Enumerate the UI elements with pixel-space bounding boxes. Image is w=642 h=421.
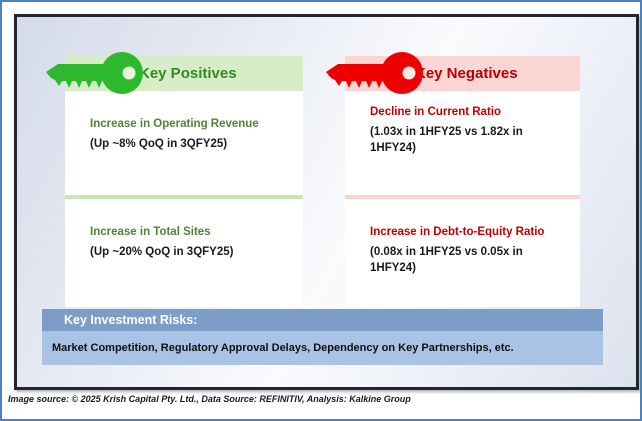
positive-item-title: Increase in Total Sites	[90, 226, 211, 238]
negatives-section: Key Negatives Decline in Current Ratio (…	[345, 56, 580, 307]
key-icon-negative	[326, 52, 423, 94]
negatives-divider	[345, 195, 580, 199]
negative-item-detail: (0.08x in 1HFY25 vs 0.05x in 1HFY24)	[370, 245, 523, 275]
risks-text: Market Competition, Regulatory Approval …	[52, 342, 514, 354]
risks-heading: Key Investment Risks:	[64, 313, 198, 327]
positive-item-card: Increase in Total Sites (Up ~20% QoQ in …	[65, 199, 303, 307]
negative-item-detail: (1.03x in 1HFY25 vs 1.82x in 1HFY24)	[370, 125, 523, 155]
key-icon-positive	[46, 52, 143, 94]
risks-section: Key Investment Risks: Market Competition…	[42, 309, 603, 365]
positive-item-title: Increase in Operating Revenue	[90, 118, 259, 130]
negative-item-card: Increase in Debt-to-Equity Ratio (0.08x …	[345, 199, 580, 307]
positives-divider	[65, 195, 303, 199]
positive-item-detail: (Up ~8% QoQ in 3QFY25)	[90, 137, 228, 150]
risks-body: Market Competition, Regulatory Approval …	[42, 331, 603, 365]
negatives-heading: Key Negatives	[415, 65, 518, 82]
negative-item-title: Decline in Current Ratio	[370, 106, 501, 118]
infographic-board: Key Positives Increase in Operating Reve…	[14, 14, 639, 390]
positives-section: Key Positives Increase in Operating Reve…	[65, 56, 303, 307]
risks-header: Key Investment Risks:	[42, 309, 603, 331]
positive-item-card: Increase in Operating Revenue (Up ~8% Qo…	[65, 91, 303, 195]
positive-item-detail: (Up ~20% QoQ in 3QFY25)	[90, 245, 234, 258]
source-credit: Image source: © 2025 Krish Capital Pty. …	[8, 394, 411, 404]
negative-item-title: Increase in Debt-to-Equity Ratio	[370, 226, 545, 238]
negative-item-card: Decline in Current Ratio (1.03x in 1HFY2…	[345, 91, 580, 195]
positives-heading: Key Positives	[139, 65, 237, 82]
